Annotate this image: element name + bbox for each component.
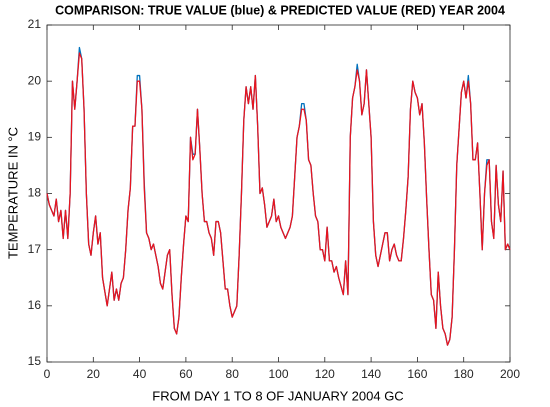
x-tick-label: 180 — [454, 367, 474, 381]
x-tick-label: 0 — [44, 367, 51, 381]
y-axis-label: TEMPERATURE IN °C — [5, 127, 20, 259]
x-tick-label: 20 — [87, 367, 101, 381]
x-tick-label: 200 — [500, 367, 520, 381]
y-tick-label: 17 — [28, 242, 42, 256]
y-tick-label: 21 — [28, 17, 42, 31]
y-tick-label: 19 — [28, 130, 42, 144]
x-axis-label: FROM DAY 1 TO 8 OF JANUARY 2004 GC — [152, 388, 403, 403]
y-tick-label: 18 — [28, 186, 42, 200]
chart-title: COMPARISON: TRUE VALUE (blue) & PREDICTE… — [55, 3, 505, 17]
y-tick-label: 16 — [28, 298, 42, 312]
y-tick-label: 20 — [28, 73, 42, 87]
x-tick-label: 100 — [268, 367, 288, 381]
y-tick-label: 15 — [28, 354, 42, 368]
data-line — [46, 52, 511, 346]
x-tick-label: 80 — [226, 367, 240, 381]
x-tick-label: 160 — [407, 367, 427, 381]
x-tick-label: 140 — [361, 367, 381, 381]
x-tick-label: 120 — [315, 367, 335, 381]
x-tick-label: 40 — [133, 367, 147, 381]
x-tick-label: 60 — [179, 367, 193, 381]
